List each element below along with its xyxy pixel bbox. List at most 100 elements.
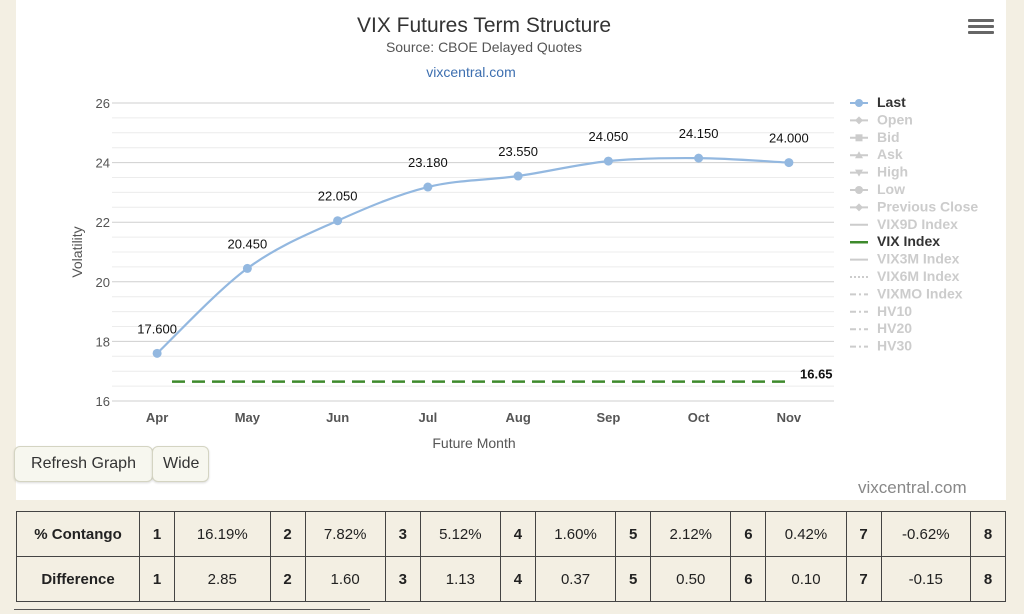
month-index-cell: 7 [845, 556, 882, 602]
month-index-cell: 3 [384, 511, 421, 557]
legend-item[interactable]: Bid [850, 129, 900, 145]
y-axis-title: Volatility [69, 226, 85, 277]
legend-item[interactable]: Previous Close [850, 198, 978, 214]
table-row: Difference 1 2.85 2 1.60 3 1.13 4 0.37 5 0.50 6 0.10… [16, 556, 1006, 602]
value-cell: 0.37 [534, 556, 617, 602]
wide-button[interactable]: Wide [152, 446, 209, 482]
last-data-point [513, 171, 523, 181]
x-tick-label: Sep [596, 410, 620, 425]
data-label: 24.000 [769, 131, 809, 146]
month-index-cell: 1 [139, 556, 175, 602]
last-data-point [152, 348, 162, 358]
month-index-cell: 6 [730, 556, 767, 602]
x-tick-label: May [235, 410, 261, 425]
divider [14, 609, 370, 610]
legend-circle-icon [855, 99, 863, 107]
last-data-point [333, 216, 343, 226]
month-index-cell: 4 [499, 511, 536, 557]
legend-label: HV20 [877, 320, 912, 336]
y-tick-label: 24 [96, 156, 110, 171]
refresh-graph-button[interactable]: Refresh Graph [14, 446, 153, 482]
table-row: % Contango 1 16.19% 2 7.82% 3 5.12% 4 1.60% 5 2.12… [16, 511, 1006, 557]
legend-label: VIXMO Index [877, 285, 963, 301]
vix-term-structure-chart: VIX Futures Term Structure Source: CBOE D… [69, 14, 978, 451]
legend-label: Open [877, 111, 913, 127]
x-tick-label: Jun [326, 410, 349, 425]
chart-subtitle: Source: CBOE Delayed Quotes [386, 39, 582, 55]
value-cell: 1.60% [534, 511, 617, 557]
last-series-line [156, 156, 789, 355]
legend-item[interactable]: Ask [850, 146, 903, 162]
legend-label: VIX3M Index [877, 251, 960, 267]
legend-item[interactable]: HV20 [850, 320, 912, 336]
x-axis-title: Future Month [432, 435, 515, 451]
contango-table: % Contango 1 16.19% 2 7.82% 3 5.12% 4 1.60% 5 2.12… [16, 511, 1006, 602]
vix-index-label: 16.65 [800, 367, 833, 382]
row-header: Difference [16, 556, 140, 602]
month-index-cell: 3 [384, 556, 421, 602]
legend-circle-icon [855, 186, 863, 194]
legend-triangle-down-icon [855, 169, 863, 177]
data-label: 24.050 [588, 129, 628, 144]
value-cell: 2.85 [174, 556, 271, 602]
value-cell: 16.19% [174, 511, 271, 557]
chart-panel: VIX Futures Term Structure Source: CBOE D… [16, 0, 1006, 500]
legend-label: High [877, 164, 908, 180]
value-cell: 0.10 [765, 556, 847, 602]
legend-item[interactable]: High [850, 164, 908, 180]
month-index-cell: 5 [615, 511, 652, 557]
month-index-cell: 8 [970, 556, 1006, 602]
legend-item[interactable]: VIX3M Index [850, 251, 960, 267]
legend-item[interactable]: VIX Index [850, 233, 940, 249]
legend-label: HV30 [877, 338, 912, 354]
x-tick-label: Oct [688, 410, 710, 425]
month-index-cell: 8 [970, 511, 1006, 557]
month-index-cell: 1 [139, 511, 175, 557]
legend-square-icon [855, 134, 863, 142]
month-index-cell: 2 [269, 556, 306, 602]
hamburger-menu-icon[interactable] [968, 16, 994, 40]
legend-item[interactable]: Last [850, 94, 906, 110]
y-tick-label: 16 [96, 394, 110, 409]
value-cell: 1.60 [304, 556, 386, 602]
legend-label: Last [877, 94, 906, 110]
legend-item[interactable]: VIX9D Index [850, 216, 958, 232]
legend-label: VIX Index [877, 233, 940, 249]
value-cell: 0.42% [765, 511, 847, 557]
data-label: 23.550 [498, 144, 538, 159]
last-data-point [784, 158, 794, 168]
x-tick-label: Nov [777, 410, 802, 425]
last-data-point [694, 153, 704, 163]
legend-item[interactable]: HV10 [850, 303, 912, 319]
legend-item[interactable]: Open [850, 111, 913, 127]
legend-label: VIX9D Index [877, 216, 958, 232]
legend-item[interactable]: HV30 [850, 338, 912, 354]
value-cell: -0.62% [880, 511, 972, 557]
last-data-point [603, 156, 613, 166]
value-cell: 5.12% [419, 511, 501, 557]
row-header: % Contango [16, 511, 140, 557]
data-label: 23.180 [408, 155, 448, 170]
x-tick-label: Apr [146, 410, 168, 425]
legend-label: Low [877, 181, 905, 197]
legend-item[interactable]: VIX6M Index [850, 268, 960, 284]
legend-label: Ask [877, 146, 903, 162]
data-label: 20.450 [227, 236, 267, 251]
data-label: 22.050 [318, 189, 358, 204]
site-credit: vixcentral.com [858, 478, 967, 497]
month-index-cell: 7 [845, 511, 882, 557]
x-tick-label: Jul [418, 410, 437, 425]
legend-diamond-icon [855, 203, 863, 212]
y-tick-label: 20 [96, 275, 110, 290]
data-label: 24.150 [679, 126, 719, 141]
value-cell: 7.82% [304, 511, 386, 557]
month-index-cell: 6 [730, 511, 767, 557]
y-tick-label: 18 [96, 334, 110, 349]
legend-item[interactable]: VIXMO Index [850, 285, 963, 301]
legend-item[interactable]: Low [850, 181, 905, 197]
value-cell: -0.15 [880, 556, 972, 602]
data-label: 17.600 [137, 321, 177, 336]
last-data-point [242, 263, 252, 273]
legend-label: Bid [877, 129, 900, 145]
legend-diamond-icon [855, 116, 863, 125]
